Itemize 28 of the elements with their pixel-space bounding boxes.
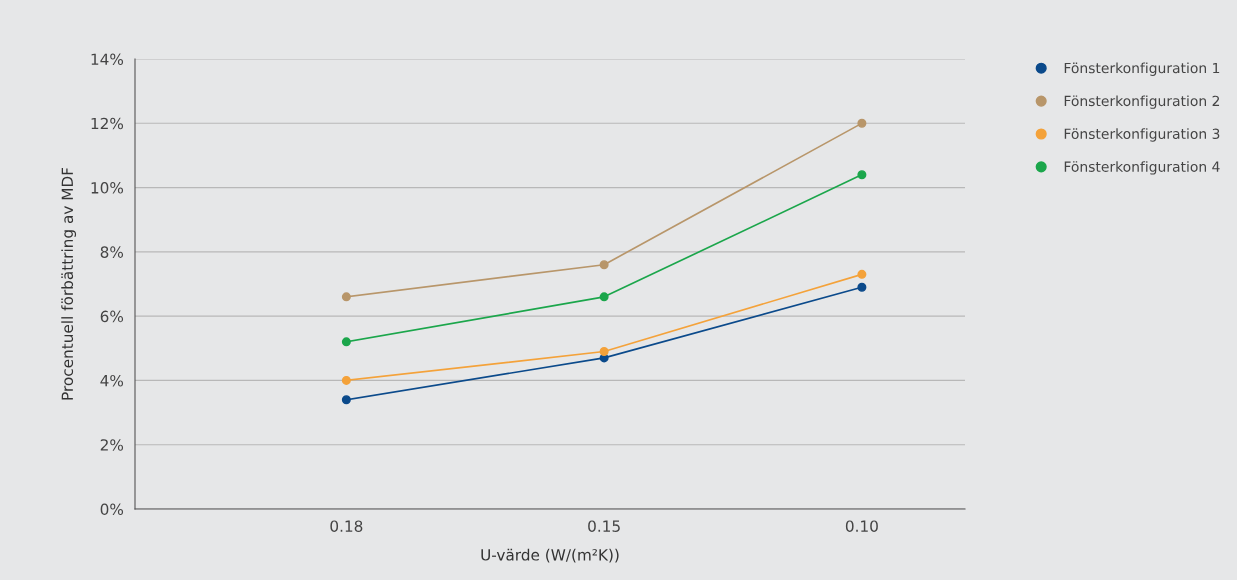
point bbox=[599, 292, 609, 302]
point bbox=[857, 170, 867, 180]
point bbox=[341, 292, 351, 302]
legend-label: Fönsterkonfiguration 2 bbox=[1064, 95, 1220, 109]
x-tick-label: 0.15 bbox=[588, 520, 620, 532]
x-tick-label: 0.18 bbox=[330, 520, 363, 532]
legend-label: Fönsterkonfiguration 4 bbox=[1064, 161, 1220, 175]
y-tick-label: 4% bbox=[100, 374, 124, 387]
point bbox=[857, 282, 867, 292]
y-tick-label: 6% bbox=[100, 310, 124, 323]
y-tick-label: 2% bbox=[100, 439, 124, 451]
point bbox=[857, 118, 867, 128]
point bbox=[341, 395, 351, 405]
point bbox=[857, 269, 867, 279]
x-axis-title: U-värde (W/(m²K)) bbox=[481, 548, 619, 563]
point bbox=[341, 337, 351, 347]
point bbox=[341, 375, 351, 385]
legend-label: Fönsterkonfiguration 1 bbox=[1064, 62, 1220, 76]
x-tick-label: 0.10 bbox=[845, 520, 878, 532]
y-tick-label: 12% bbox=[91, 117, 124, 130]
y-tick-label: 8% bbox=[100, 246, 124, 258]
legend-label: Fönsterkonfiguration 3 bbox=[1064, 128, 1220, 142]
y-tick-label: 14% bbox=[91, 53, 124, 66]
point bbox=[599, 260, 609, 270]
point bbox=[599, 346, 609, 357]
y-tick-label: 0% bbox=[100, 503, 124, 516]
y-tick-label: 10% bbox=[91, 182, 124, 194]
y-axis-title: Procentuell förbättring av MDF bbox=[61, 167, 77, 400]
